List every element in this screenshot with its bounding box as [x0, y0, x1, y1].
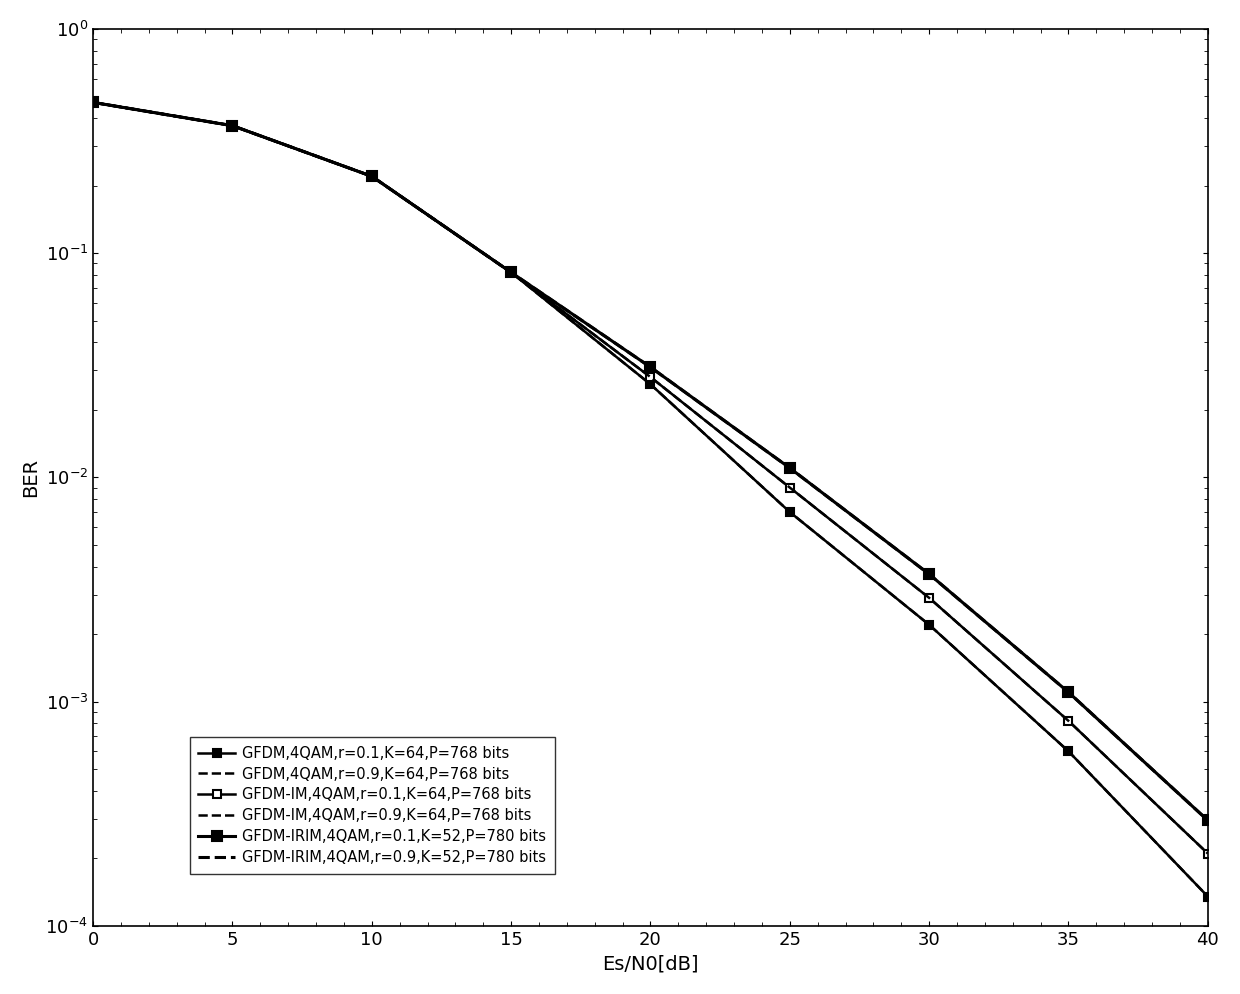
GFDM-IM,4QAM,r=0.9,K=64,P=768 bits — [365, 170, 379, 182]
GFDM,4QAM,r=0.9,K=64,P=768 bits — [86, 96, 100, 108]
Line: GFDM-IRIM,4QAM,r=0.9,K=52,P=780 bits: GFDM-IRIM,4QAM,r=0.9,K=52,P=780 bits — [93, 102, 1208, 820]
GFDM-IRIM,4QAM,r=0.1,K=52,P=780 bits — [1061, 686, 1076, 698]
Line: GFDM-IM,4QAM,r=0.1,K=64,P=768 bits: GFDM-IM,4QAM,r=0.1,K=64,P=768 bits — [89, 98, 1211, 858]
GFDM,4QAM,r=0.9,K=64,P=768 bits — [365, 170, 379, 182]
GFDM-IM,4QAM,r=0.1,K=64,P=768 bits — [644, 371, 658, 383]
GFDM-IM,4QAM,r=0.9,K=64,P=768 bits — [921, 591, 936, 603]
GFDM-IRIM,4QAM,r=0.9,K=52,P=780 bits — [921, 569, 936, 580]
GFDM-IM,4QAM,r=0.9,K=64,P=768 bits — [503, 266, 518, 278]
GFDM,4QAM,r=0.9,K=64,P=768 bits — [503, 266, 518, 278]
GFDM,4QAM,r=0.1,K=64,P=768 bits — [1200, 891, 1215, 903]
GFDM-IRIM,4QAM,r=0.1,K=52,P=780 bits — [503, 266, 518, 278]
GFDM-IRIM,4QAM,r=0.1,K=52,P=780 bits — [644, 361, 658, 373]
GFDM,4QAM,r=0.1,K=64,P=768 bits — [365, 170, 379, 182]
GFDM-IRIM,4QAM,r=0.9,K=52,P=780 bits — [503, 266, 518, 278]
Y-axis label: BER: BER — [21, 458, 40, 497]
GFDM-IRIM,4QAM,r=0.1,K=52,P=780 bits — [365, 170, 379, 182]
GFDM-IM,4QAM,r=0.1,K=64,P=768 bits — [1200, 848, 1215, 860]
Line: GFDM,4QAM,r=0.9,K=64,P=768 bits: GFDM,4QAM,r=0.9,K=64,P=768 bits — [93, 102, 1208, 897]
GFDM-IM,4QAM,r=0.9,K=64,P=768 bits — [1061, 715, 1076, 727]
GFDM,4QAM,r=0.1,K=64,P=768 bits — [224, 119, 239, 131]
GFDM,4QAM,r=0.1,K=64,P=768 bits — [86, 96, 100, 108]
GFDM-IM,4QAM,r=0.1,K=64,P=768 bits — [921, 591, 936, 603]
Line: GFDM,4QAM,r=0.1,K=64,P=768 bits: GFDM,4QAM,r=0.1,K=64,P=768 bits — [89, 98, 1211, 901]
GFDM,4QAM,r=0.9,K=64,P=768 bits — [224, 119, 239, 131]
GFDM-IM,4QAM,r=0.1,K=64,P=768 bits — [224, 119, 239, 131]
GFDM-IRIM,4QAM,r=0.9,K=52,P=780 bits — [1200, 814, 1215, 826]
GFDM-IRIM,4QAM,r=0.1,K=52,P=780 bits — [86, 96, 100, 108]
GFDM-IM,4QAM,r=0.1,K=64,P=768 bits — [365, 170, 379, 182]
GFDM-IRIM,4QAM,r=0.9,K=52,P=780 bits — [365, 170, 379, 182]
GFDM-IRIM,4QAM,r=0.1,K=52,P=780 bits — [921, 569, 936, 580]
GFDM-IM,4QAM,r=0.1,K=64,P=768 bits — [782, 482, 797, 494]
GFDM-IRIM,4QAM,r=0.1,K=52,P=780 bits — [1200, 814, 1215, 826]
GFDM,4QAM,r=0.1,K=64,P=768 bits — [644, 379, 658, 391]
GFDM,4QAM,r=0.1,K=64,P=768 bits — [503, 266, 518, 278]
GFDM,4QAM,r=0.9,K=64,P=768 bits — [1200, 891, 1215, 903]
Legend: GFDM,4QAM,r=0.1,K=64,P=768 bits, GFDM,4QAM,r=0.9,K=64,P=768 bits, GFDM-IM,4QAM,r: GFDM,4QAM,r=0.1,K=64,P=768 bits, GFDM,4Q… — [190, 737, 554, 874]
GFDM,4QAM,r=0.1,K=64,P=768 bits — [921, 619, 936, 631]
GFDM-IRIM,4QAM,r=0.9,K=52,P=780 bits — [224, 119, 239, 131]
X-axis label: Es/N0[dB]: Es/N0[dB] — [603, 954, 698, 973]
Line: GFDM-IM,4QAM,r=0.9,K=64,P=768 bits: GFDM-IM,4QAM,r=0.9,K=64,P=768 bits — [93, 102, 1208, 854]
GFDM-IM,4QAM,r=0.9,K=64,P=768 bits — [86, 96, 100, 108]
GFDM,4QAM,r=0.1,K=64,P=768 bits — [1061, 746, 1076, 757]
GFDM-IRIM,4QAM,r=0.1,K=52,P=780 bits — [782, 462, 797, 474]
GFDM,4QAM,r=0.9,K=64,P=768 bits — [782, 506, 797, 518]
GFDM-IRIM,4QAM,r=0.1,K=52,P=780 bits — [224, 119, 239, 131]
GFDM-IM,4QAM,r=0.1,K=64,P=768 bits — [86, 96, 100, 108]
GFDM,4QAM,r=0.1,K=64,P=768 bits — [782, 506, 797, 518]
GFDM-IM,4QAM,r=0.9,K=64,P=768 bits — [644, 371, 658, 383]
GFDM-IRIM,4QAM,r=0.9,K=52,P=780 bits — [1061, 686, 1076, 698]
GFDM-IM,4QAM,r=0.1,K=64,P=768 bits — [1061, 715, 1076, 727]
GFDM-IM,4QAM,r=0.9,K=64,P=768 bits — [782, 482, 797, 494]
GFDM,4QAM,r=0.9,K=64,P=768 bits — [921, 619, 936, 631]
GFDM-IRIM,4QAM,r=0.9,K=52,P=780 bits — [644, 361, 658, 373]
GFDM,4QAM,r=0.9,K=64,P=768 bits — [1061, 746, 1076, 757]
GFDM-IRIM,4QAM,r=0.9,K=52,P=780 bits — [86, 96, 100, 108]
GFDM-IM,4QAM,r=0.9,K=64,P=768 bits — [1200, 848, 1215, 860]
GFDM-IM,4QAM,r=0.9,K=64,P=768 bits — [224, 119, 239, 131]
GFDM-IRIM,4QAM,r=0.9,K=52,P=780 bits — [782, 462, 797, 474]
GFDM,4QAM,r=0.9,K=64,P=768 bits — [644, 379, 658, 391]
Line: GFDM-IRIM,4QAM,r=0.1,K=52,P=780 bits: GFDM-IRIM,4QAM,r=0.1,K=52,P=780 bits — [88, 97, 1213, 825]
GFDM-IM,4QAM,r=0.1,K=64,P=768 bits — [503, 266, 518, 278]
